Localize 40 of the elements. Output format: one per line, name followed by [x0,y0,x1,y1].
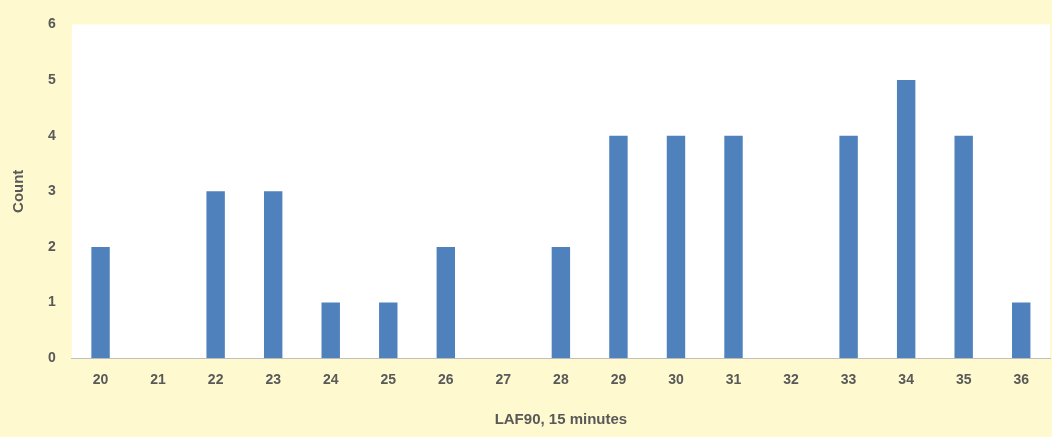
bar [724,135,743,359]
x-tick-label: 33 [840,371,857,388]
y-tick-label: 2 [47,237,56,254]
bar [551,246,571,359]
x-tick-label: 30 [668,371,684,388]
bar [666,135,686,359]
x-tick-label: 21 [150,371,167,388]
bar [609,135,628,359]
y-tick-label: 3 [47,182,56,199]
bar [379,302,398,359]
bar [954,135,973,359]
x-tick-label: 36 [1013,371,1030,388]
x-tick-label: 22 [207,371,224,388]
x-tick-label: 28 [553,371,569,388]
x-tick-label: 25 [380,371,397,388]
x-tick-label: 35 [955,371,972,388]
x-tick-label: 29 [610,371,627,388]
x-axis-title: LAF90, 15 minutes [494,410,628,428]
x-tick-label: 24 [322,371,339,388]
x-tick-label: 27 [495,371,512,388]
y-tick-label: 1 [47,293,56,310]
y-tick-label: 4 [47,126,56,143]
bar [263,191,283,359]
bar [321,302,340,359]
bar [206,191,225,359]
x-tick-label: 26 [438,371,454,388]
bar [1012,302,1031,359]
bar [839,135,858,359]
bar [91,246,110,359]
x-tick-label: 31 [725,371,742,388]
x-tick-label: 23 [265,371,282,388]
y-tick-label: 5 [47,70,56,87]
y-tick-label: 0 [47,349,56,366]
bar [436,246,456,359]
y-tick-label: 6 [47,15,56,32]
x-tick-label: 34 [898,371,915,388]
x-tick-label: 20 [92,371,109,388]
bar [896,80,916,359]
x-tick-label: 32 [783,371,800,388]
y-axis-title: Count [9,169,27,213]
